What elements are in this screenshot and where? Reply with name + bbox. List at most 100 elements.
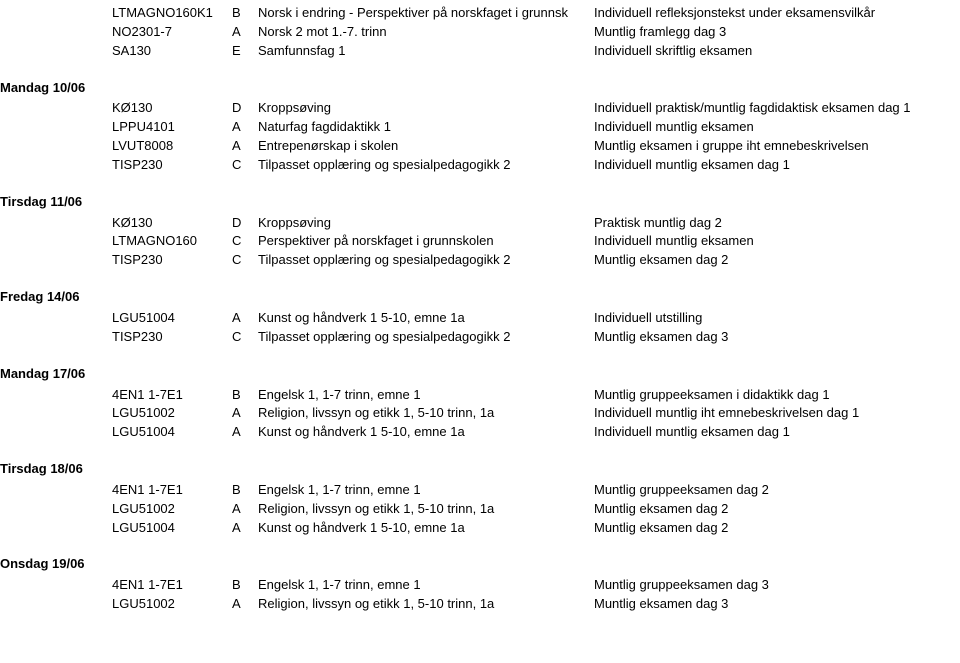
exam-schedule-page: LTMAGNO160K1 B Norsk i endring - Perspek… [0, 0, 960, 624]
course-code: KØ130 [112, 99, 232, 118]
course-code: LGU51002 [112, 404, 232, 423]
date-heading-row: Mandag 17/06 [0, 365, 960, 384]
course-code: TISP230 [112, 251, 232, 270]
course-name: Religion, livssyn og etikk 1, 5-10 trinn… [258, 404, 594, 423]
course-name: Kunst og håndverk 1 5-10, emne 1a [258, 309, 594, 328]
exam-desc: Muntlig eksamen dag 3 [594, 595, 960, 614]
course-code: LVUT8008 [112, 137, 232, 156]
indent-spacer [0, 23, 112, 42]
course-name: Religion, livssyn og etikk 1, 5-10 trinn… [258, 500, 594, 519]
table-row: KØ130 D Kroppsøving Individuell praktisk… [0, 99, 960, 118]
indent-spacer [0, 481, 112, 500]
course-code: LGU51002 [112, 500, 232, 519]
date-section: Tirsdag 18/06 4EN1 1-7E1 B Engelsk 1, 1-… [0, 460, 960, 537]
date-heading: Mandag 17/06 [0, 365, 112, 384]
indent-spacer [0, 595, 112, 614]
course-name: Norsk i endring - Perspektiver på norskf… [258, 4, 594, 23]
indent-spacer [0, 309, 112, 328]
exam-letter: B [232, 4, 258, 23]
course-code: LPPU4101 [112, 118, 232, 137]
indent-spacer [0, 423, 112, 442]
course-code: 4EN1 1-7E1 [112, 481, 232, 500]
date-section: Fredag 14/06 LGU51004 A Kunst og håndver… [0, 288, 960, 347]
course-code: LGU51002 [112, 595, 232, 614]
exam-desc: Muntlig eksamen dag 2 [594, 500, 960, 519]
exam-desc: Praktisk muntlig dag 2 [594, 214, 960, 233]
table-row: LTMAGNO160 C Perspektiver på norskfaget … [0, 232, 960, 251]
exam-letter: A [232, 309, 258, 328]
top-block: LTMAGNO160K1 B Norsk i endring - Perspek… [0, 4, 960, 61]
date-section: Mandag 10/06 KØ130 D Kroppsøving Individ… [0, 79, 960, 175]
indent-spacer [0, 404, 112, 423]
exam-desc: Muntlig eksamen dag 3 [594, 328, 960, 347]
indent-spacer [0, 386, 112, 405]
exam-letter: D [232, 99, 258, 118]
exam-letter: C [232, 251, 258, 270]
exam-desc: Muntlig gruppeeksamen dag 2 [594, 481, 960, 500]
date-heading: Mandag 10/06 [0, 79, 112, 98]
table-row: NO2301-7 A Norsk 2 mot 1.-7. trinn Muntl… [0, 23, 960, 42]
exam-letter: B [232, 481, 258, 500]
indent-spacer [0, 99, 112, 118]
table-row: TISP230 C Tilpasset opplæring og spesial… [0, 251, 960, 270]
course-code: LGU51004 [112, 309, 232, 328]
date-heading: Fredag 14/06 [0, 288, 112, 307]
exam-desc: Individuell skriftlig eksamen [594, 42, 960, 61]
course-name: Tilpasset opplæring og spesialpedagogikk… [258, 156, 594, 175]
course-code: TISP230 [112, 156, 232, 175]
exam-letter: A [232, 500, 258, 519]
exam-desc: Individuell praktisk/muntlig fagdidaktis… [594, 99, 960, 118]
table-row: LVUT8008 A Entrepenørskap i skolen Muntl… [0, 137, 960, 156]
exam-desc: Muntlig framlegg dag 3 [594, 23, 960, 42]
course-code: LGU51004 [112, 423, 232, 442]
indent-spacer [0, 576, 112, 595]
exam-letter: A [232, 23, 258, 42]
exam-letter: A [232, 118, 258, 137]
course-code: LTMAGNO160 [112, 232, 232, 251]
date-section: Onsdag 19/06 4EN1 1-7E1 B Engelsk 1, 1-7… [0, 555, 960, 614]
table-row: LTMAGNO160K1 B Norsk i endring - Perspek… [0, 4, 960, 23]
course-name: Engelsk 1, 1-7 trinn, emne 1 [258, 576, 594, 595]
indent-spacer [0, 214, 112, 233]
course-name: Naturfag fagdidaktikk 1 [258, 118, 594, 137]
course-name: Engelsk 1, 1-7 trinn, emne 1 [258, 481, 594, 500]
table-row: SA130 E Samfunnsfag 1 Individuell skrift… [0, 42, 960, 61]
date-heading: Tirsdag 11/06 [0, 193, 112, 212]
date-heading-row: Tirsdag 11/06 [0, 193, 960, 212]
date-heading-row: Tirsdag 18/06 [0, 460, 960, 479]
course-name: Perspektiver på norskfaget i grunnskolen [258, 232, 594, 251]
table-row: 4EN1 1-7E1 B Engelsk 1, 1-7 trinn, emne … [0, 576, 960, 595]
indent-spacer [0, 232, 112, 251]
course-name: Kroppsøving [258, 214, 594, 233]
exam-desc: Individuell muntlig eksamen dag 1 [594, 156, 960, 175]
date-heading-row: Onsdag 19/06 [0, 555, 960, 574]
indent-spacer [0, 500, 112, 519]
course-name: Kunst og håndverk 1 5-10, emne 1a [258, 519, 594, 538]
table-row: TISP230 C Tilpasset opplæring og spesial… [0, 156, 960, 175]
date-heading-row: Mandag 10/06 [0, 79, 960, 98]
date-heading: Onsdag 19/06 [0, 555, 112, 574]
course-code: 4EN1 1-7E1 [112, 576, 232, 595]
course-code: SA130 [112, 42, 232, 61]
course-name: Samfunnsfag 1 [258, 42, 594, 61]
course-name: Tilpasset opplæring og spesialpedagogikk… [258, 328, 594, 347]
exam-desc: Individuell utstilling [594, 309, 960, 328]
course-name: Kunst og håndverk 1 5-10, emne 1a [258, 423, 594, 442]
table-row: KØ130 D Kroppsøving Praktisk muntlig dag… [0, 214, 960, 233]
indent-spacer [0, 118, 112, 137]
exam-letter: D [232, 214, 258, 233]
table-row: LGU51002 A Religion, livssyn og etikk 1,… [0, 500, 960, 519]
indent-spacer [0, 137, 112, 156]
table-row: 4EN1 1-7E1 B Engelsk 1, 1-7 trinn, emne … [0, 386, 960, 405]
exam-letter: A [232, 595, 258, 614]
course-code: LGU51004 [112, 519, 232, 538]
date-heading: Tirsdag 18/06 [0, 460, 112, 479]
exam-letter: A [232, 423, 258, 442]
table-row: LGU51004 A Kunst og håndverk 1 5-10, emn… [0, 519, 960, 538]
exam-desc: Individuell muntlig eksamen dag 1 [594, 423, 960, 442]
exam-letter: C [232, 156, 258, 175]
course-name: Entrepenørskap i skolen [258, 137, 594, 156]
indent-spacer [0, 328, 112, 347]
indent-spacer [0, 251, 112, 270]
date-section: Tirsdag 11/06 KØ130 D Kroppsøving Prakti… [0, 193, 960, 270]
